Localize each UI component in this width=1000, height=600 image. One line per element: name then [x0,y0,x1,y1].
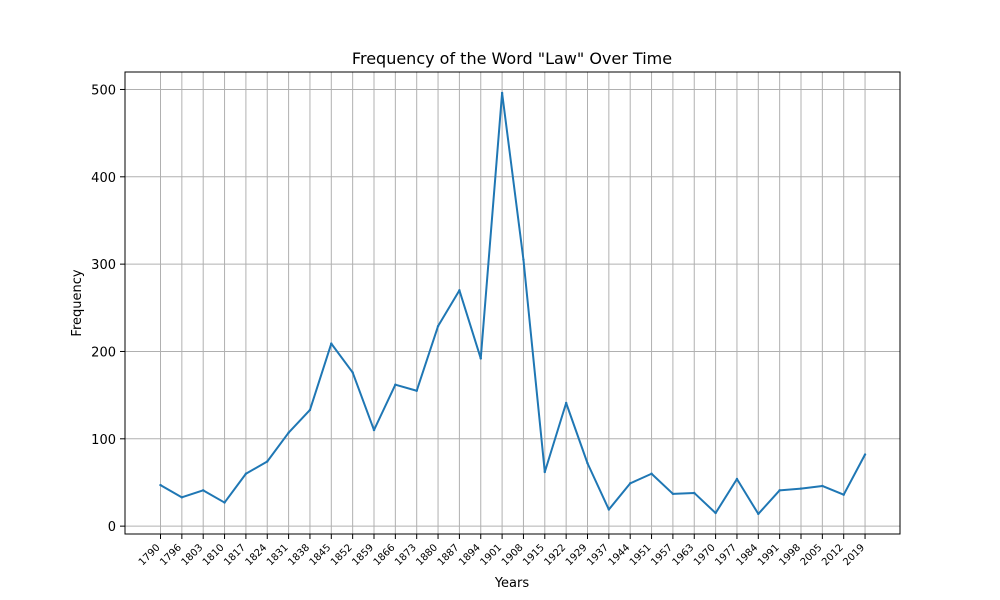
y-tick-label: 500 [91,83,116,98]
data-point [543,470,546,474]
data-point [436,324,440,328]
data-point [757,512,760,516]
data-point [159,483,162,487]
y-tick-label: 100 [91,433,116,448]
data-point [522,258,525,261]
y-tick-label: 0 [108,520,116,535]
data-point [693,491,696,495]
series-line [159,91,867,515]
data-point [415,389,418,392]
data-point [842,493,845,496]
y-tick-label: 300 [91,258,116,273]
data-point [607,508,611,511]
data-point [821,484,824,488]
data-point [180,496,184,499]
data-point [351,371,354,374]
data-point [458,289,461,292]
y-tick-label: 400 [91,171,116,186]
data-point [799,487,803,490]
series-layer [159,91,867,516]
data-point [202,489,205,492]
data-point [586,462,589,465]
data-point [266,460,269,463]
x-axis-label: Years [494,576,530,591]
grid-lines [125,72,900,534]
data-point [394,383,397,386]
data-point [650,472,653,475]
data-point [629,482,632,485]
y-tick-label: 200 [91,345,116,360]
data-point [244,472,248,475]
data-point [778,489,781,492]
data-point [735,477,739,481]
data-point [863,453,867,456]
data-point [223,501,226,504]
data-point [372,428,376,432]
data-point [308,408,312,412]
data-point [564,401,568,405]
data-point [479,357,482,360]
plot-frame [124,71,901,535]
data-point [287,431,290,434]
data-point [500,91,504,95]
chart-title: Frequency of the Word "Law" Over Time [352,49,672,68]
y-axis-label: Frequency [70,269,85,336]
data-point [671,492,675,496]
data-point [330,342,333,345]
data-point [714,511,717,515]
